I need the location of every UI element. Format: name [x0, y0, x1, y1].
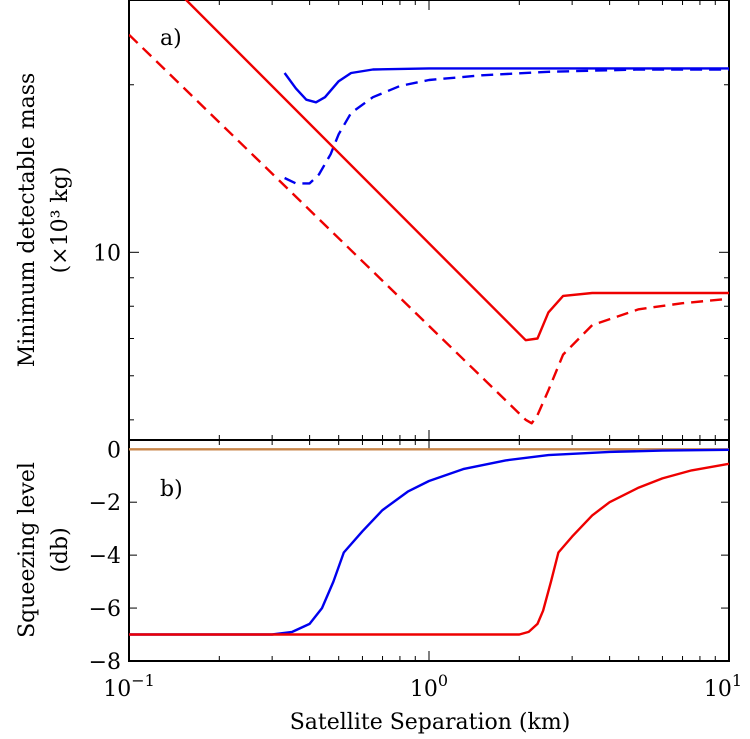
y-tick-label-a: 10 [93, 241, 121, 266]
panel-a-label: a) [160, 26, 182, 51]
panel-b-ylabel-line1: Squeezing level [15, 462, 40, 638]
x-tick-label: 100 [410, 671, 448, 702]
x-tick-label-base: 10 [704, 677, 732, 702]
x-tick-label-base: 10 [410, 677, 438, 702]
y-tick-label-b: −8 [89, 650, 121, 675]
panel-b-ytick-labels: 0 −2 −4 −6 −8 [89, 438, 121, 675]
series-red [129, 462, 729, 636]
panel-b-ticks [128, 440, 729, 662]
panel-b-series [129, 448, 729, 636]
series-red-dashed [129, 33, 729, 425]
x-tick-label: 101 [704, 671, 742, 702]
x-tick-label: 10−1 [103, 671, 155, 702]
y-tick-label-b: 0 [107, 438, 121, 463]
x-tick-label-exp: 0 [438, 671, 448, 690]
x-axis-title: Satellite Separation (km) [290, 710, 571, 735]
x-tick-label-base: 10 [103, 677, 131, 702]
x-tick-labels: 10−1 100 101 [103, 671, 742, 702]
panel-b-frame [128, 439, 730, 662]
panel-a-ticks [128, 0, 729, 440]
panel-a-frame [128, 0, 730, 441]
panel-a-ytick-labels: 10 [93, 241, 121, 266]
y-tick-label-b: −4 [89, 544, 121, 569]
x-tick-label-exp: 1 [732, 671, 742, 690]
y-tick-label-b: −2 [89, 491, 121, 516]
panel-a-ylabel-line1: Minimum detectable mass [15, 73, 40, 368]
series-blue [129, 448, 729, 636]
panel-a-series [129, 0, 729, 425]
panel-b-label: b) [160, 477, 183, 502]
series-red-solid [184, 0, 729, 342]
panel-b-ylabel-line2: (db) [48, 527, 73, 572]
panel-a-ylabel-line2: (×10³ kg) [48, 167, 73, 274]
series-blue-solid [283, 67, 729, 104]
series-blue-dashed [284, 68, 729, 185]
y-tick-label-b: −6 [89, 597, 121, 622]
x-tick-label-exp: −1 [131, 671, 155, 690]
